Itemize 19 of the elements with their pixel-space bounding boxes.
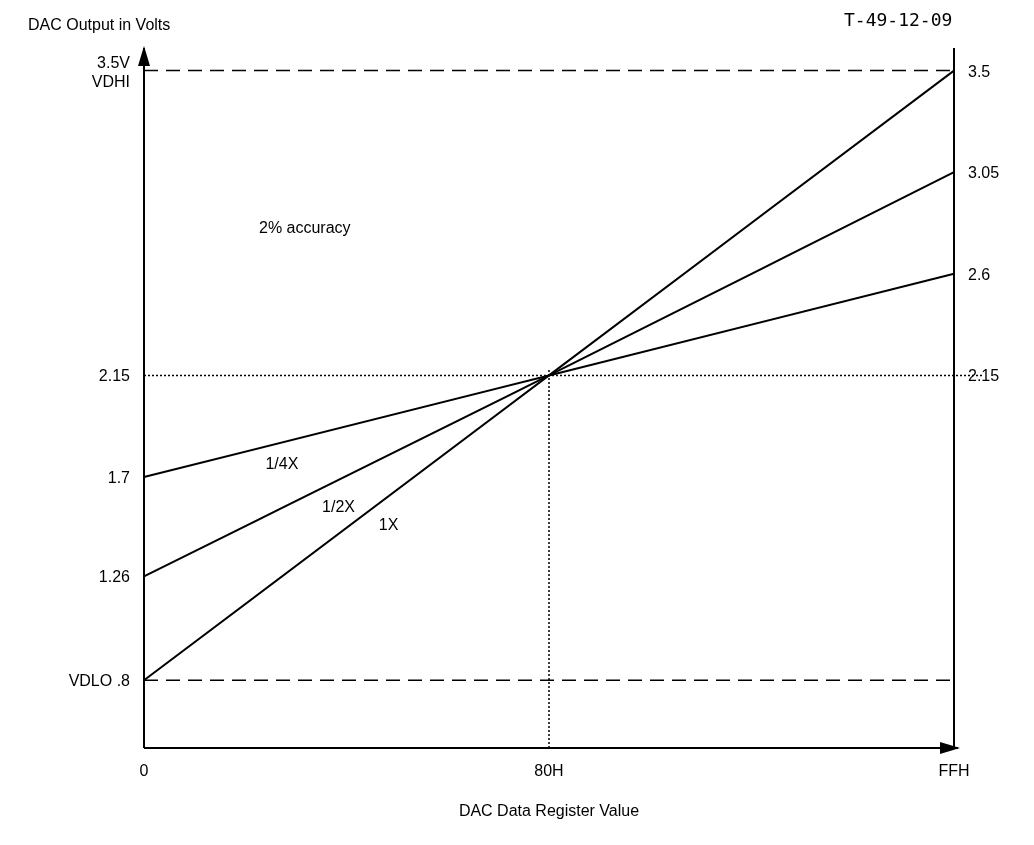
x-tick-label: 80H [534, 762, 564, 779]
x-tick-label: 0 [139, 762, 149, 779]
y-tick-label: VDLO .8 [68, 672, 131, 690]
series-label: 1X [378, 515, 399, 533]
y2-tick-label: 2.6 [968, 265, 991, 283]
annotation: 2% accuracy [259, 219, 351, 236]
x-axis-title: DAC Data Register Value [458, 802, 640, 819]
series-label: 1/4X [265, 454, 299, 472]
y-axis-title: DAC Output in Volts [28, 16, 171, 33]
y2-tick-label: 3.05 [968, 164, 1000, 182]
y2-tick-label: 2.15 [968, 367, 1000, 385]
y-tick-label: 1.7 [107, 469, 131, 487]
y2-tick-label: 3.5 [968, 62, 991, 80]
y-tick-label: 3.5V VDHI [91, 53, 131, 90]
x-tick-label: FFH [938, 762, 970, 779]
y-tick-label: 2.15 [98, 367, 131, 385]
y-tick-label: 1.26 [98, 568, 131, 586]
series-label: 1/2X [322, 497, 356, 515]
text: T-49-12-09 [844, 9, 953, 30]
